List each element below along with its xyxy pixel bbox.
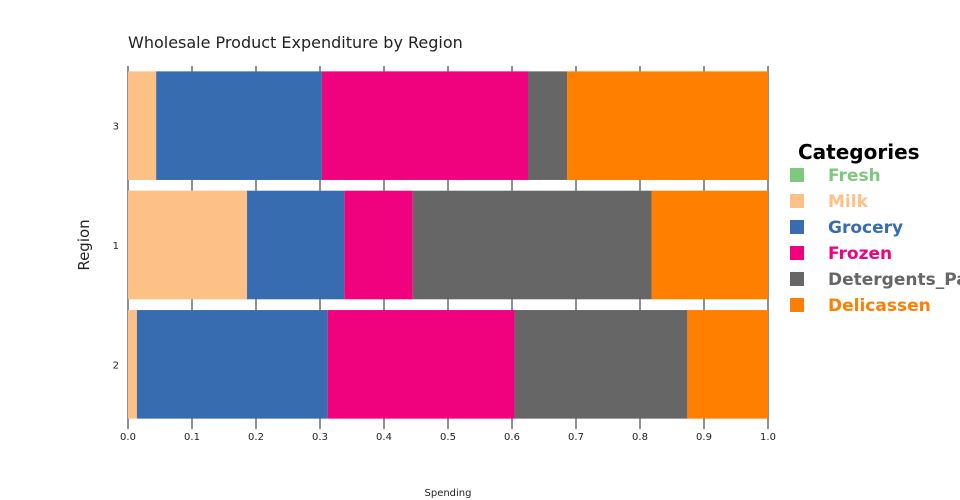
y-axis-title: Region <box>75 219 93 270</box>
x-tick-label: 0.3 <box>312 432 328 443</box>
legend-swatch-detergents_paper <box>790 272 804 286</box>
bar-segment-frozen-region-1 <box>344 190 413 300</box>
legend-label-fresh: Fresh <box>828 166 881 186</box>
bars <box>128 71 768 419</box>
legend-swatch-milk <box>790 194 804 208</box>
y-tick-label: 3 <box>113 122 119 133</box>
x-tick-label: 0.8 <box>632 432 648 443</box>
y-tick-label: 1 <box>113 241 119 252</box>
x-axis-ticks: 0.0 0.1 0.2 0.3 0.4 0.5 0.6 0.7 0.8 0.9 1.0 <box>120 432 776 443</box>
bar-segment-delicassen-region-3 <box>567 71 768 180</box>
bar-segment-frozen-region-3 <box>321 71 528 180</box>
x-tick-label: 0.4 <box>376 432 392 443</box>
legend: Categories Fresh Milk Grocery Frozen Deterge… <box>790 140 960 316</box>
legend-label-detergents_paper: Detergents_Paper <box>828 270 960 290</box>
bar-segment-grocery-region-2 <box>136 310 328 419</box>
y-axis-ticks: 2 1 3 <box>113 122 119 372</box>
x-tick-label: 0.2 <box>248 432 264 443</box>
bar-segment-milk-region-1 <box>128 190 248 300</box>
legend-swatch-delicassen <box>790 298 804 312</box>
legend-label-grocery: Grocery <box>828 218 903 238</box>
bar-segment-delicassen-region-2 <box>687 310 768 419</box>
legend-label-delicassen: Delicassen <box>828 296 931 316</box>
bar-segment-delicassen-region-1 <box>651 190 768 300</box>
legend-swatch-fresh <box>790 168 804 182</box>
legend-title: Categories <box>798 140 920 164</box>
x-tick-label: 0.6 <box>504 432 520 443</box>
bar-segment-detergents_paper-region-1 <box>412 190 652 300</box>
bar-segment-milk-region-3 <box>128 71 157 180</box>
bar-segment-detergents_paper-region-3 <box>528 71 568 180</box>
legend-label-milk: Milk <box>828 192 869 212</box>
bar-segment-frozen-region-2 <box>327 310 515 419</box>
y-tick-label: 2 <box>113 360 119 371</box>
legend-swatch-grocery <box>790 220 804 234</box>
x-tick-label: 0.9 <box>696 432 712 443</box>
bar-segment-milk-region-2 <box>128 310 137 419</box>
x-tick-label: 0.0 <box>120 432 136 443</box>
bar-segment-grocery-region-1 <box>247 190 345 300</box>
x-tick-label: 1.0 <box>760 432 776 443</box>
legend-swatch-frozen <box>790 246 804 260</box>
x-axis-title: Spending <box>425 488 472 499</box>
chart-title: Wholesale Product Expenditure by Region <box>128 33 463 52</box>
x-tick-label: 0.1 <box>184 432 200 443</box>
legend-label-frozen: Frozen <box>828 244 892 264</box>
bar-segment-grocery-region-3 <box>156 71 322 180</box>
bar-segment-detergents_paper-region-2 <box>514 310 688 419</box>
x-tick-label: 0.5 <box>440 432 456 443</box>
x-tick-label: 0.7 <box>568 432 584 443</box>
